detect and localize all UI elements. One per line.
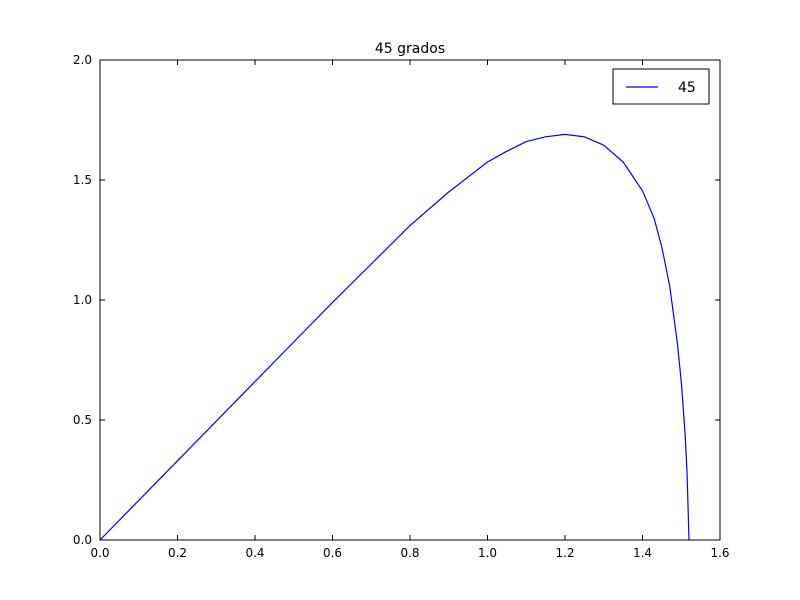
y-tick-label: 1.5 (73, 173, 92, 187)
x-tick-label: 1.0 (478, 546, 497, 560)
y-tick-label: 0.0 (73, 533, 92, 547)
x-tick-label: 0.2 (168, 546, 187, 560)
y-tick-label: 0.5 (73, 413, 92, 427)
chart-title: 45 grados (375, 41, 445, 57)
x-axis: 0.0 0.2 0.4 0.6 0.8 1.0 1.2 1.4 1.6 (90, 60, 730, 560)
x-tick-label: 0.4 (245, 546, 264, 560)
legend: 45 (612, 68, 710, 105)
plot-area (99, 133, 690, 541)
x-tick-label: 1.4 (633, 546, 652, 560)
x-tick-label: 1.6 (710, 546, 729, 560)
x-tick-label: 1.2 (555, 546, 574, 560)
y-tick-label: 2.0 (73, 53, 92, 67)
x-tick-label: 0.8 (400, 546, 419, 560)
y-axis: 0.0 0.5 1.0 1.5 2.0 (73, 53, 720, 547)
legend-label: 45 (678, 80, 696, 96)
series-line-45 (99, 133, 690, 541)
x-tick-label: 0.6 (323, 546, 342, 560)
axes-frame (99, 59, 721, 541)
y-tick-label: 1.0 (73, 293, 92, 307)
x-tick-label: 0.0 (90, 546, 109, 560)
